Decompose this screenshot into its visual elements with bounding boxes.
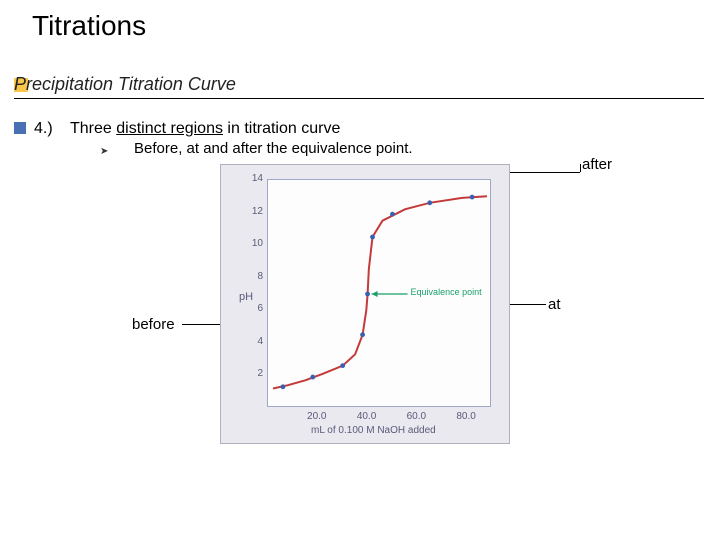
y-tick-label: 12: [225, 206, 263, 217]
y-axis-label: pH: [239, 291, 253, 303]
x-tick-label: 20.0: [307, 411, 326, 422]
arrow-bullet-icon: ➤: [100, 146, 108, 157]
annotation-at: at: [548, 296, 561, 313]
bullet-text: Before, at and after the equivalence poi…: [134, 140, 413, 157]
x-tick-label: 80.0: [456, 411, 475, 422]
item-text-prefix: Three: [70, 120, 116, 137]
y-tick-label: 6: [225, 303, 263, 314]
connector-after-v: [580, 164, 581, 172]
equivalence-point-label: Equivalence point: [411, 287, 482, 297]
item-text: Three distinct regions in titration curv…: [70, 120, 340, 138]
annotation-after: after: [582, 156, 612, 173]
annotation-before: before: [132, 316, 175, 333]
page-title: Titrations: [32, 10, 146, 42]
y-tick-label: 4: [225, 336, 263, 347]
section-subtitle: Precipitation Titration Curve: [14, 74, 236, 95]
x-tick-label: 40.0: [357, 411, 376, 422]
connector-at: [510, 304, 546, 305]
subtitle-row: Precipitation Titration Curve: [0, 72, 720, 100]
item-text-underline: distinct regions: [116, 120, 223, 137]
connector-after: [510, 172, 580, 173]
y-tick-label: 2: [225, 368, 263, 379]
x-tick-label: 60.0: [407, 411, 426, 422]
item-text-suffix: in titration curve: [223, 120, 340, 137]
titration-chart: pH mL of 0.100 M NaOH added 2 4 6 8 10 12 14 2…: [220, 164, 510, 444]
y-tick-label: 8: [225, 271, 263, 282]
y-tick-label: 10: [225, 238, 263, 249]
horizontal-rule: [14, 98, 704, 99]
bullet-square-blue: [14, 122, 26, 134]
y-tick-label: 14: [225, 173, 263, 184]
x-axis-label: mL of 0.100 M NaOH added: [311, 425, 436, 436]
item-number: 4.): [34, 120, 53, 138]
